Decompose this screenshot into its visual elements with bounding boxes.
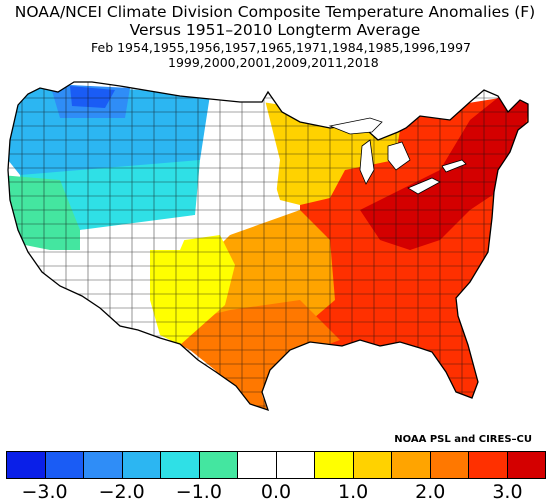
color-scale-tick-label: −1.0 [175, 481, 222, 503]
color-scale-tick-label: 0.0 [260, 481, 292, 503]
region-new-mexico [150, 235, 235, 345]
color-scale-swatch [161, 452, 200, 478]
region-northern-plains [180, 95, 280, 235]
region-pacific-northwest-coldest [70, 86, 115, 108]
color-scale-tick-label: 3.0 [492, 481, 523, 503]
color-scale-swatch [430, 452, 469, 478]
map-title-line-2: Versus 1951–2010 Longterm Average [129, 21, 421, 39]
color-scale-swatch [276, 452, 315, 478]
color-scale-tick-label: −2.0 [98, 481, 145, 503]
color-scale-swatch [469, 452, 508, 478]
color-scale-tick-label: 2.0 [415, 481, 446, 503]
color-scale-swatch [7, 452, 46, 478]
composite-years-line-2: 1999,2000,2001,2009,2011,2018 [168, 55, 379, 70]
composite-years-line-1: Feb 1954,1955,1956,1957,1965,1971,1984,1… [91, 40, 471, 55]
color-scale-swatch [238, 452, 277, 478]
data-credit: NOAA PSL and CIRES–CU [394, 434, 532, 445]
region-ohio-valley-northeast [360, 96, 528, 250]
us-climate-division-map [7, 81, 529, 412]
color-scale-swatch [45, 452, 84, 478]
map-title-line-1: NOAA/NCEI Climate Division Composite Tem… [14, 3, 536, 21]
color-scale-bar [6, 451, 546, 479]
color-scale-swatch [122, 452, 161, 478]
color-scale-tick-label: −3.0 [21, 481, 68, 503]
color-scale-swatch [507, 452, 545, 478]
color-scale-swatch [353, 452, 392, 478]
color-scale-swatch [199, 452, 238, 478]
color-scale-swatch [84, 452, 123, 478]
color-scale-tick-label: 1.0 [338, 481, 369, 503]
great-lakes [328, 117, 467, 195]
region-texas [170, 300, 340, 410]
color-scale-swatch [315, 452, 354, 478]
color-scale-swatch [392, 452, 431, 478]
region-pacific-northwest [8, 82, 210, 180]
